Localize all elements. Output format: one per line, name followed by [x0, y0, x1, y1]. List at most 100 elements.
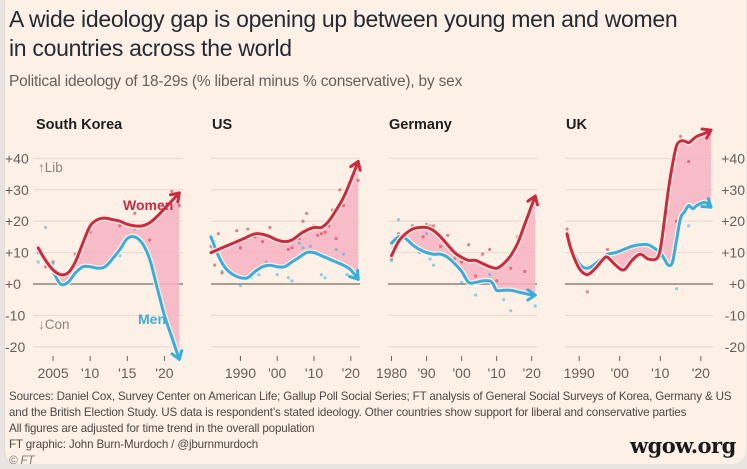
y-tick-label-left: +40 — [5, 150, 29, 166]
women-arrow-head — [168, 191, 181, 204]
women-data-point — [438, 244, 443, 248]
y-tick-label-left: +20 — [5, 213, 29, 229]
footer: Sources: Daniel Cox, Survey Center on Am… — [9, 389, 732, 469]
women-data-point — [286, 247, 290, 252]
x-tick-label: '20 — [692, 365, 710, 381]
x-tick-label: '20 — [523, 365, 541, 381]
copyright: © FT — [9, 454, 35, 467]
sources-line-1: Sources: Daniel Cox, Survey Center on Am… — [9, 390, 732, 403]
women-data-point — [460, 260, 464, 264]
women-data-point — [523, 269, 527, 274]
men-data-point — [334, 247, 338, 252]
x-tick-label: '10 — [651, 365, 669, 381]
women-trend-line — [209, 160, 360, 255]
men-data-point — [460, 280, 464, 285]
graphic-credit: FT graphic: John Burn-Murdoch / @jburnmu… — [9, 438, 259, 451]
men-data-point — [687, 224, 691, 228]
men-series-label: Men — [138, 311, 166, 327]
women-trend-line — [390, 194, 537, 270]
panel-south-korea: South Korea 2005 '10 '15 '20 Women Men — [33, 117, 184, 381]
x-tick-label: '00 — [611, 365, 629, 381]
y-tick-label-left: -20 — [5, 339, 25, 355]
men-trend-line — [36, 235, 181, 361]
men-arrow-head — [170, 349, 184, 361]
women-trend-line — [36, 191, 181, 277]
panel-title: South Korea — [36, 117, 123, 133]
x-tick-label: 1990 — [225, 365, 256, 381]
y-tick-label-right: +10 — [721, 245, 745, 261]
x-tick-label: '15 — [118, 365, 136, 381]
men-data-point — [301, 246, 305, 250]
men-data-point — [396, 218, 401, 222]
x-tick-label: 2005 — [37, 365, 68, 381]
women-data-point — [474, 274, 478, 278]
women-series-label: Women — [123, 197, 173, 213]
men-data-point — [533, 304, 537, 308]
men-data-point — [509, 309, 513, 313]
women-data-point — [565, 227, 569, 231]
y-tick-label-left: +10 — [5, 245, 29, 261]
men-data-point — [488, 272, 492, 277]
panel-title: Germany — [389, 117, 452, 133]
y-tick-label-right: +40 — [721, 150, 745, 166]
women-data-point — [170, 189, 174, 193]
chart-title: A wide ideology gap is opening up betwee… — [9, 5, 678, 63]
x-tick-label: '20 — [155, 365, 173, 381]
y-tick-label-right: +0 — [729, 276, 745, 292]
panel-us: US 1990 '00 '10 '20 — [208, 117, 362, 381]
watermark: wgow.org — [630, 433, 736, 458]
women-data-point — [678, 134, 683, 139]
women-data-point — [260, 240, 265, 244]
women-trend-line — [565, 128, 713, 277]
men-data-point — [286, 276, 290, 280]
women-data-point — [177, 203, 181, 208]
men-data-point — [345, 272, 349, 277]
men-data-point — [502, 298, 506, 302]
men-data-point — [674, 287, 679, 291]
women-data-point — [301, 219, 305, 223]
x-tick-label: 1990 — [564, 365, 595, 381]
women-data-point — [338, 188, 342, 192]
women-data-point — [687, 159, 691, 164]
women-data-point — [431, 224, 436, 228]
women-data-point — [235, 229, 239, 233]
women-data-point — [446, 233, 450, 237]
panel-uk: UK 1990 '00 '10 '20 — [564, 117, 714, 381]
women-arrow-head — [700, 127, 713, 140]
women-data-point — [133, 211, 137, 215]
men-arrow-head — [526, 288, 537, 302]
men-data-point — [428, 257, 432, 261]
x-tick-label: '10 — [305, 365, 323, 381]
men-data-point — [257, 272, 261, 277]
y-tick-label-left: +30 — [5, 182, 29, 198]
methodology-note: All figures are adjusted for time trend … — [9, 422, 315, 435]
women-data-point — [216, 232, 220, 236]
women-data-point — [585, 290, 589, 294]
y-tick-label-right: -10 — [725, 307, 745, 323]
men-data-point — [319, 272, 323, 277]
women-data-point — [481, 252, 485, 256]
men-arrow-head — [700, 197, 713, 209]
men-data-point — [308, 244, 312, 248]
x-tick-label: '10 — [488, 365, 506, 381]
gap-area — [38, 192, 180, 360]
women-data-point — [305, 211, 309, 215]
women-data-point — [316, 233, 320, 237]
y-tick-label-left: -10 — [5, 307, 25, 323]
men-line-halo — [564, 199, 714, 272]
men-data-point — [341, 252, 346, 256]
women-data-point — [319, 232, 323, 236]
title-line-2: in countries across the world — [9, 35, 292, 61]
liberal-direction-label: ↑Lib — [38, 160, 63, 175]
panel-germany: Germany 1980 '90 '00 '10 '20 — [376, 117, 541, 381]
women-data-point — [268, 225, 272, 230]
women-data-point — [246, 227, 250, 231]
men-arrow-head — [348, 268, 360, 281]
men-data-point — [297, 241, 301, 245]
women-arrow-head — [349, 160, 362, 172]
x-tick-label: '00 — [268, 365, 286, 381]
women-data-point — [495, 279, 499, 283]
men-data-point — [275, 272, 279, 277]
men-trend-line — [565, 200, 713, 270]
women-data-point — [334, 236, 338, 241]
